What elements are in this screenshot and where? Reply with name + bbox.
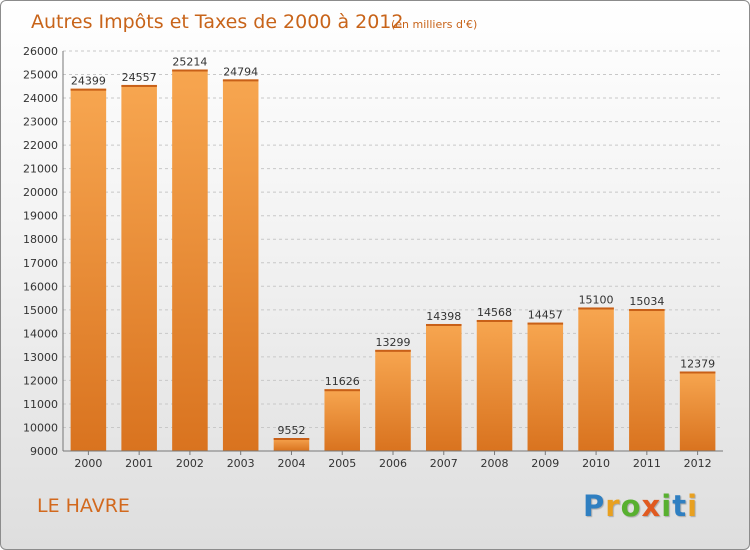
data-label: 15100 <box>579 293 614 306</box>
x-tick-label: 2001 <box>125 457 153 470</box>
x-axis-ticks: 2000 2001 2002 2003 2004 2005 2006 2007 2008 2009… <box>74 451 712 470</box>
data-label: 25214 <box>172 55 207 68</box>
x-tick-label: 2006 <box>379 457 407 470</box>
y-tick-label: 9000 <box>30 445 58 458</box>
bars <box>70 69 716 452</box>
bar-2006 <box>375 349 411 451</box>
bar-2010 <box>578 307 614 451</box>
bar-top-edge <box>375 349 411 352</box>
y-tick-label: 15000 <box>23 304 58 317</box>
logo-letter: P <box>583 489 606 523</box>
x-tick-label: 2008 <box>481 457 509 470</box>
y-tick-label: 24000 <box>23 92 58 105</box>
logo-letter: r <box>605 489 621 523</box>
bar-2004 <box>273 438 310 451</box>
x-tick-label: 2005 <box>328 457 356 470</box>
bar-2005 <box>324 389 360 451</box>
y-tick-label: 23000 <box>23 116 58 129</box>
x-tick-label: 2002 <box>176 457 204 470</box>
x-tick-label: 2000 <box>74 457 102 470</box>
x-tick-label: 2010 <box>582 457 610 470</box>
bar-2001 <box>121 84 157 451</box>
bar-2003 <box>222 79 259 452</box>
bar-top-edge <box>527 322 564 325</box>
place-name: LE HAVRE <box>37 495 130 517</box>
bar-top-edge <box>121 84 157 87</box>
data-label: 24399 <box>71 75 106 88</box>
y-tick-label: 11000 <box>23 398 58 411</box>
x-tick-label: 2011 <box>633 457 661 470</box>
x-tick-label: 2012 <box>684 457 712 470</box>
bar-2009 <box>527 322 564 451</box>
chart-title: Autres Impôts et Taxes de 2000 à 2012 <box>31 11 404 33</box>
bar-2000 <box>70 88 107 451</box>
bar-2008 <box>476 319 513 451</box>
bar-2002 <box>172 69 208 452</box>
data-label: 24557 <box>122 71 157 84</box>
bar-top-edge <box>679 371 716 374</box>
data-label: 9552 <box>277 424 305 437</box>
data-label: 11626 <box>325 375 360 388</box>
y-tick-label: 17000 <box>23 257 58 270</box>
data-label: 15034 <box>629 295 664 308</box>
y-tick-label: 14000 <box>23 327 58 340</box>
data-labels: 24399 24557 25214 24794 9552 11626 13299 14398 1… <box>71 55 715 437</box>
data-label: 14568 <box>477 306 512 319</box>
logo-letter: o <box>620 489 642 523</box>
x-tick-label: 2004 <box>277 457 305 470</box>
bar-top-edge <box>172 69 208 72</box>
y-tick-label: 13000 <box>23 351 58 364</box>
y-tick-label: 26000 <box>23 45 58 58</box>
y-tick-label: 22000 <box>23 139 58 152</box>
y-tick-label: 18000 <box>23 233 58 246</box>
logo-letter: t <box>672 489 688 523</box>
bar-top-edge <box>222 79 259 82</box>
x-tick-label: 2009 <box>531 457 559 470</box>
y-axis-ticks: 9000 10000 11000 12000 13000 14000 15000 16000 1… <box>23 45 58 458</box>
bar-top-edge <box>273 438 310 441</box>
y-tick-label: 10000 <box>23 421 58 434</box>
logo-letter: x <box>641 489 662 523</box>
data-label: 12379 <box>680 357 715 370</box>
data-label: 14457 <box>528 309 563 322</box>
logo-letter: i <box>687 489 699 523</box>
x-tick-label: 2007 <box>430 457 458 470</box>
y-tick-label: 25000 <box>23 69 58 82</box>
y-tick-label: 21000 <box>23 163 58 176</box>
bar-2007 <box>426 323 462 451</box>
bar-top-edge <box>70 88 107 91</box>
y-tick-label: 12000 <box>23 374 58 387</box>
bar-top-edge <box>629 309 665 312</box>
data-label: 13299 <box>376 336 411 349</box>
data-label: 24794 <box>223 65 258 78</box>
bar-top-edge <box>578 307 614 310</box>
chart-subtitle: (en milliers d'€) <box>391 18 477 31</box>
bar-top-edge <box>324 389 360 392</box>
x-tick-label: 2003 <box>227 457 255 470</box>
bar-top-edge <box>426 323 462 326</box>
y-tick-label: 16000 <box>23 280 58 293</box>
logo-letter: i <box>661 489 673 523</box>
y-tick-label: 19000 <box>23 210 58 223</box>
bar-2012 <box>679 371 716 451</box>
data-label: 14398 <box>426 310 461 323</box>
bar-top-edge <box>476 319 513 322</box>
y-tick-label: 20000 <box>23 186 58 199</box>
bar-2011 <box>629 309 665 451</box>
proxiti-logo[interactable]: Proxiti <box>583 489 698 523</box>
